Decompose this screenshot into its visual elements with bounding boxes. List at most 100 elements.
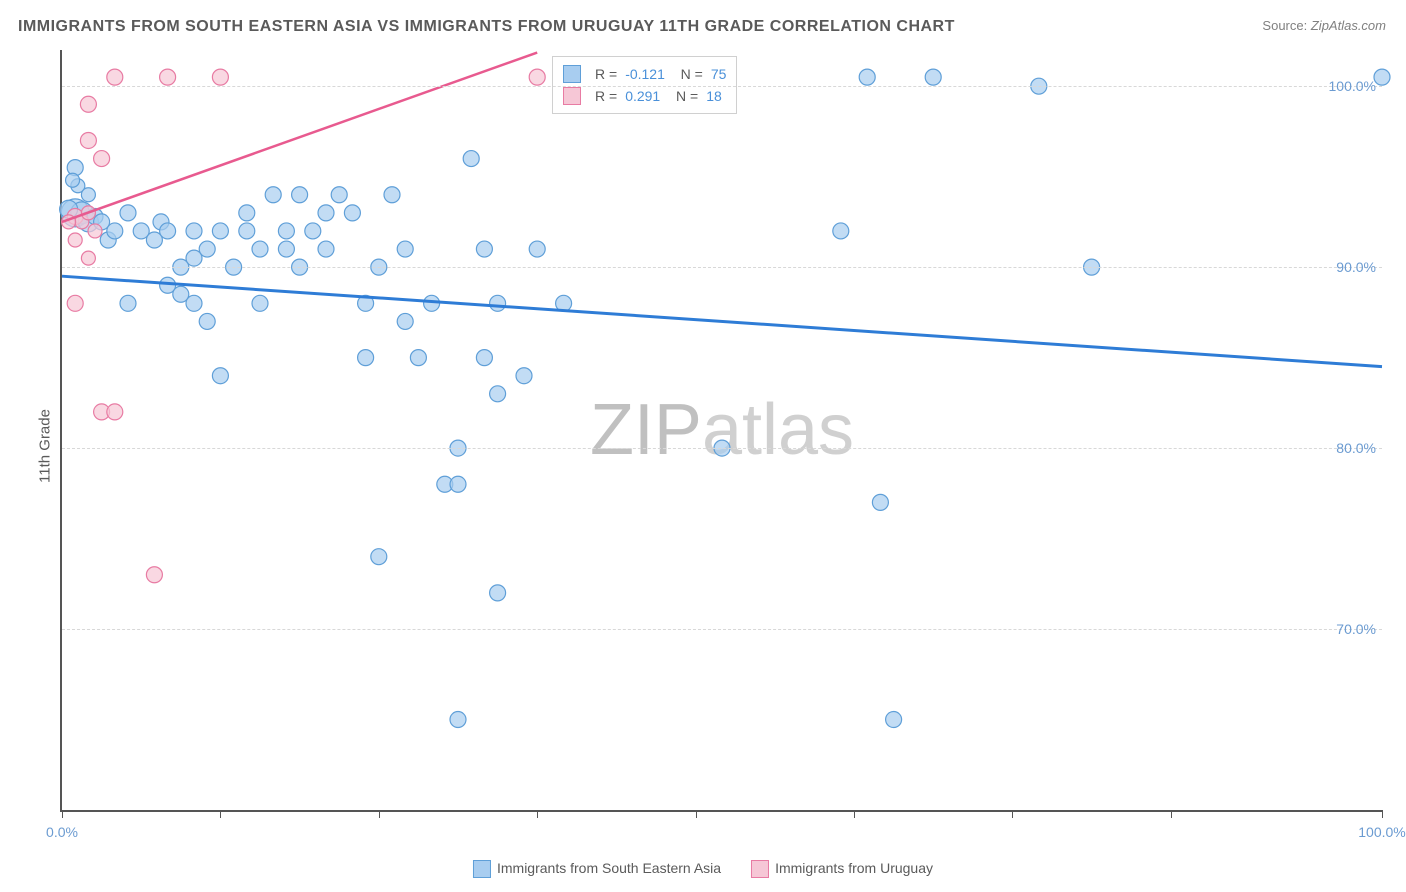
scatter-point xyxy=(278,241,294,257)
regression-line xyxy=(62,276,1382,366)
x-tick xyxy=(379,810,380,818)
legend-label: Immigrants from South Eastern Asia xyxy=(497,860,721,876)
scatter-point xyxy=(88,224,102,238)
scatter-point xyxy=(490,585,506,601)
gridline-horizontal xyxy=(62,267,1382,268)
scatter-point xyxy=(80,132,96,148)
plot-svg xyxy=(62,50,1382,810)
scatter-point xyxy=(199,241,215,257)
y-axis-label: 11th Grade xyxy=(36,409,53,483)
scatter-point xyxy=(450,712,466,728)
scatter-point xyxy=(68,233,82,247)
scatter-point xyxy=(397,241,413,257)
stats-row: R = 0.291 N = 18 xyxy=(563,85,726,107)
scatter-point xyxy=(80,96,96,112)
scatter-point xyxy=(872,494,888,510)
legend-item: Immigrants from Uruguay xyxy=(751,860,933,878)
source-value: ZipAtlas.com xyxy=(1311,18,1386,33)
y-tick-label: 80.0% xyxy=(1336,440,1384,456)
x-tick xyxy=(62,810,63,818)
x-tick-label: 0.0% xyxy=(46,824,78,840)
scatter-point xyxy=(450,476,466,492)
scatter-point xyxy=(212,223,228,239)
source-label: Source: xyxy=(1262,18,1307,33)
scatter-point xyxy=(476,350,492,366)
scatter-point xyxy=(81,188,95,202)
scatter-point xyxy=(160,223,176,239)
scatter-point xyxy=(516,368,532,384)
scatter-point xyxy=(358,350,374,366)
x-tick xyxy=(854,810,855,818)
stats-r-value: 0.291 xyxy=(625,85,660,107)
scatter-point xyxy=(859,69,875,85)
scatter-point xyxy=(397,313,413,329)
scatter-point xyxy=(239,205,255,221)
y-tick-label: 70.0% xyxy=(1336,621,1384,637)
scatter-point xyxy=(107,404,123,420)
scatter-point xyxy=(384,187,400,203)
x-tick xyxy=(1171,810,1172,818)
x-tick xyxy=(537,810,538,818)
scatter-point xyxy=(833,223,849,239)
x-tick xyxy=(1012,810,1013,818)
scatter-point xyxy=(318,205,334,221)
scatter-point xyxy=(81,251,95,265)
scatter-point xyxy=(490,386,506,402)
scatter-point xyxy=(278,223,294,239)
legend-label: Immigrants from Uruguay xyxy=(775,860,933,876)
correlation-stats-box: R = -0.121 N = 75R = 0.291 N = 18 xyxy=(552,56,737,114)
scatter-point xyxy=(67,295,83,311)
y-tick-label: 100.0% xyxy=(1329,78,1384,94)
scatter-point xyxy=(186,295,202,311)
scatter-point xyxy=(292,187,308,203)
chart-title: IMMIGRANTS FROM SOUTH EASTERN ASIA VS IM… xyxy=(18,18,955,36)
stats-r-value: -0.121 xyxy=(625,63,665,85)
series-legend: Immigrants from South Eastern Asia Immigr… xyxy=(473,860,933,878)
scatter-point xyxy=(925,69,941,85)
scatter-point xyxy=(476,241,492,257)
scatter-point xyxy=(107,69,123,85)
scatter-point xyxy=(529,69,545,85)
y-tick-label: 90.0% xyxy=(1336,259,1384,275)
scatter-point xyxy=(371,549,387,565)
scatter-point xyxy=(318,241,334,257)
stats-n-label: N = xyxy=(673,63,703,85)
x-tick xyxy=(1382,810,1383,818)
legend-item: Immigrants from South Eastern Asia xyxy=(473,860,721,878)
stats-r-label: R = xyxy=(595,85,617,107)
source-attribution: Source: ZipAtlas.com xyxy=(1262,18,1386,33)
scatter-point xyxy=(886,712,902,728)
gridline-horizontal xyxy=(62,629,1382,630)
scatter-point xyxy=(305,223,321,239)
scatter-point xyxy=(66,173,80,187)
scatter-point xyxy=(463,151,479,167)
scatter-point xyxy=(410,350,426,366)
scatter-point xyxy=(107,223,123,239)
stats-r-label: R = xyxy=(595,63,617,85)
scatter-point xyxy=(252,241,268,257)
scatter-point xyxy=(252,295,268,311)
scatter-point xyxy=(490,295,506,311)
scatter-point xyxy=(199,313,215,329)
scatter-point xyxy=(160,69,176,85)
scatter-point xyxy=(94,151,110,167)
x-tick xyxy=(696,810,697,818)
scatter-plot-area: ZIPatlas R = -0.121 N = 75R = 0.291 N = … xyxy=(60,50,1382,812)
x-tick xyxy=(220,810,221,818)
scatter-point xyxy=(529,241,545,257)
scatter-point xyxy=(120,205,136,221)
scatter-point xyxy=(120,295,136,311)
stats-row: R = -0.121 N = 75 xyxy=(563,63,726,85)
scatter-point xyxy=(265,187,281,203)
stats-n-label: N = xyxy=(668,85,698,107)
scatter-point xyxy=(186,223,202,239)
gridline-horizontal xyxy=(62,448,1382,449)
stats-n-value: 75 xyxy=(711,63,727,85)
scatter-point xyxy=(239,223,255,239)
scatter-point xyxy=(331,187,347,203)
stats-swatch xyxy=(563,65,581,83)
gridline-horizontal xyxy=(62,86,1382,87)
x-tick-label: 100.0% xyxy=(1358,824,1405,840)
stats-swatch xyxy=(563,87,581,105)
scatter-point xyxy=(212,69,228,85)
